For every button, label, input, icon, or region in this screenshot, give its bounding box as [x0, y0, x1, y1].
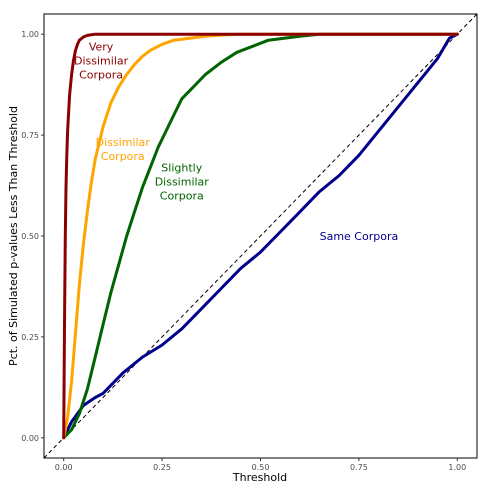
annotation-line: Corpora	[101, 150, 145, 163]
y-tick-label: 0.25	[21, 333, 39, 342]
annotation-line: Dissimilar	[74, 54, 129, 67]
series-annotation: Dissimilar Corpora	[96, 136, 151, 163]
annotation-line: Same Corpora	[320, 230, 399, 243]
annotation-line: Dissimilar	[96, 136, 151, 149]
x-axis-ticks: 0.00 0.25 0.50 0.75 1.00	[55, 458, 466, 472]
series-lines	[62, 32, 459, 440]
annotation-line: Corpora	[160, 190, 204, 203]
x-tick-label: 0.25	[153, 463, 171, 472]
annotation-line: Corpora	[79, 68, 123, 81]
x-axis-title: Threshold	[232, 471, 287, 484]
series-annotation: Same Corpora	[320, 230, 399, 243]
annotation-line: Very	[89, 40, 114, 53]
y-axis-ticks: 0.00 0.25 0.50 0.75 1.00	[21, 30, 44, 443]
y-tick-label: 1.00	[21, 30, 39, 39]
y-tick-label: 0.00	[21, 434, 39, 443]
x-tick-label: 0.50	[252, 463, 270, 472]
same-corpora-line	[62, 32, 459, 440]
very-dissimilar-corpora-line	[62, 32, 459, 440]
x-tick-label: 1.00	[448, 463, 466, 472]
x-tick-label: 0.00	[55, 463, 73, 472]
reference-diagonal-line	[43, 13, 478, 459]
annotation-line: Dissimilar	[155, 176, 210, 189]
y-axis-title: Pct. of Simulated p-values Less Than Thr…	[7, 106, 20, 366]
annotation-line: Slightly	[161, 162, 202, 175]
series-annotation: Very Dissimilar Corpora	[74, 40, 129, 81]
series-annotation: Slightly Dissimilar Corpora	[155, 162, 210, 203]
y-tick-label: 0.75	[21, 131, 39, 140]
y-tick-label: 0.50	[21, 232, 39, 241]
slightly-dissimilar-corpora-line	[62, 32, 459, 440]
x-tick-label: 0.75	[350, 463, 368, 472]
